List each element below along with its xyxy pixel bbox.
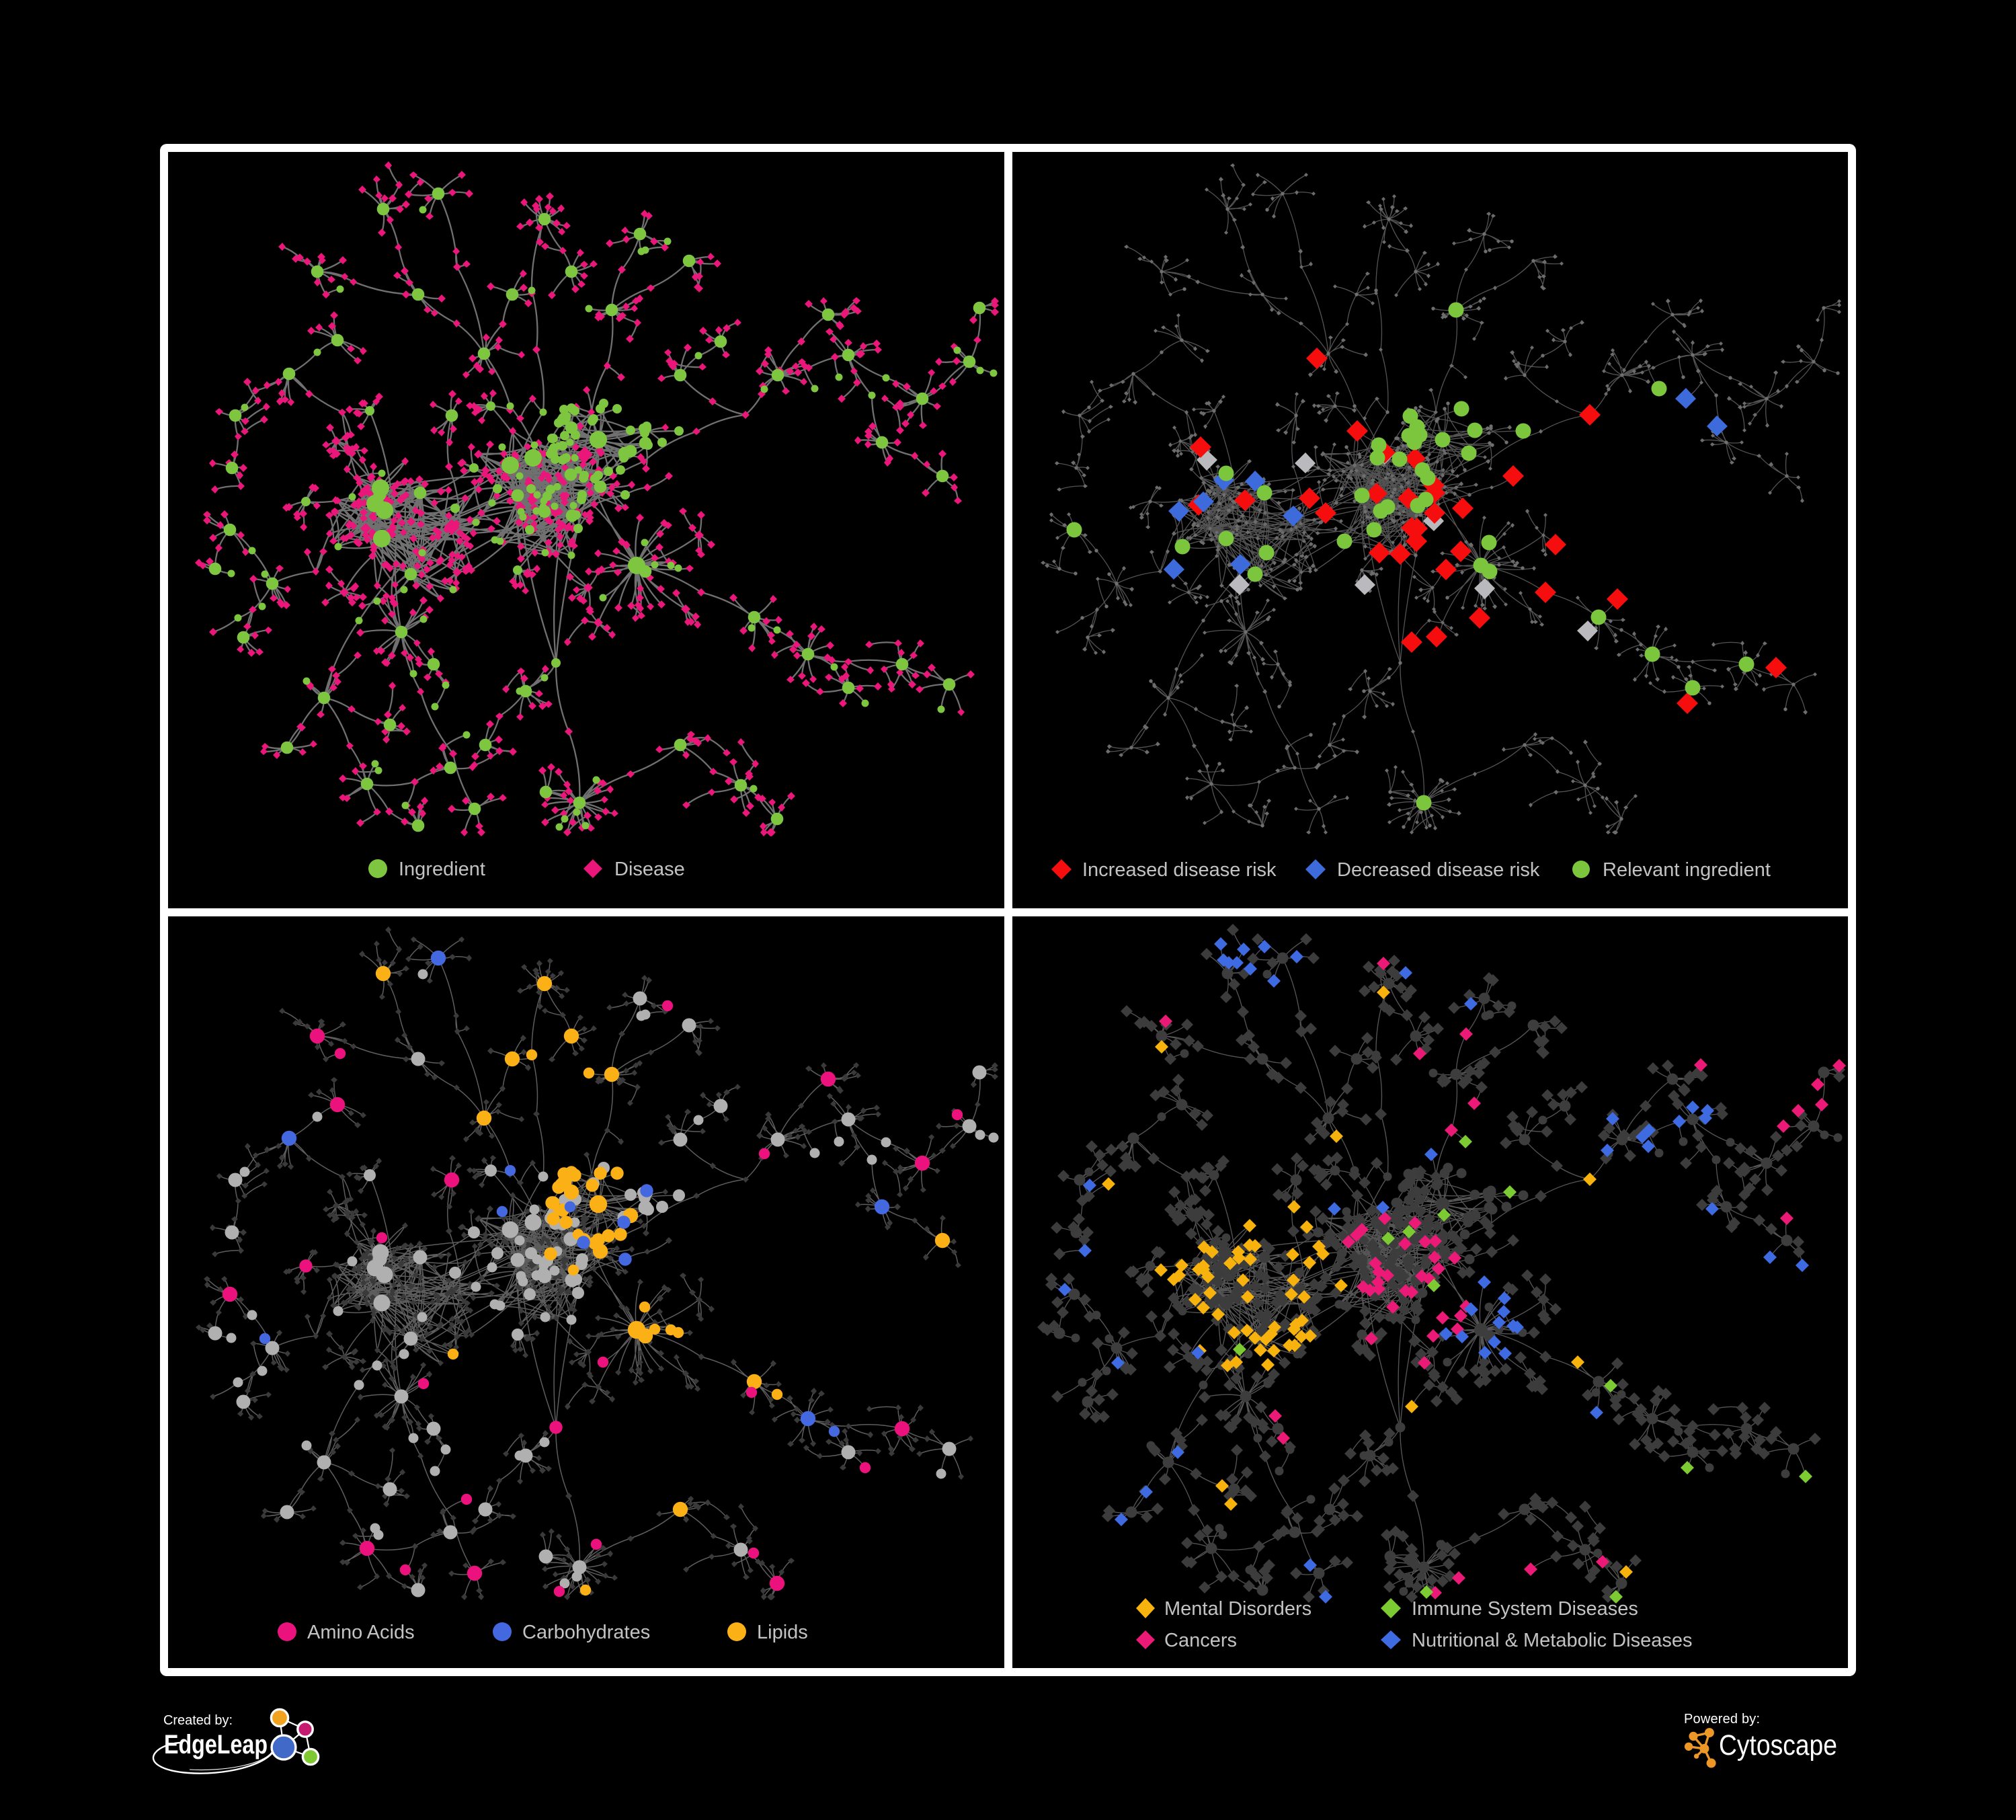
svg-text:Immune System Diseases: Immune System Diseases: [1412, 1598, 1638, 1620]
svg-text:Powered by:: Powered by:: [1684, 1712, 1760, 1727]
svg-text:Amino Acids: Amino Acids: [307, 1622, 415, 1643]
svg-text:EdgeLeap: EdgeLeap: [164, 1730, 268, 1759]
svg-text:Ingredient: Ingredient: [399, 859, 485, 880]
svg-text:Mental Disorders: Mental Disorders: [1164, 1598, 1312, 1620]
svg-text:Increased disease risk: Increased disease risk: [1082, 859, 1277, 881]
svg-text:Relevant ingredient: Relevant ingredient: [1603, 859, 1771, 881]
svg-text:Decreased disease risk: Decreased disease risk: [1337, 859, 1540, 881]
svg-text:Carbohydrates: Carbohydrates: [522, 1622, 650, 1643]
svg-text:Disease: Disease: [614, 859, 685, 880]
svg-text:Nutritional & Metabolic Diseas: Nutritional & Metabolic Diseases: [1412, 1630, 1692, 1651]
svg-text:Lipids: Lipids: [757, 1622, 808, 1643]
svg-text:Cancers: Cancers: [1164, 1630, 1237, 1651]
svg-text:Created by:: Created by:: [163, 1713, 233, 1728]
svg-text:Cytoscape: Cytoscape: [1719, 1729, 1837, 1762]
